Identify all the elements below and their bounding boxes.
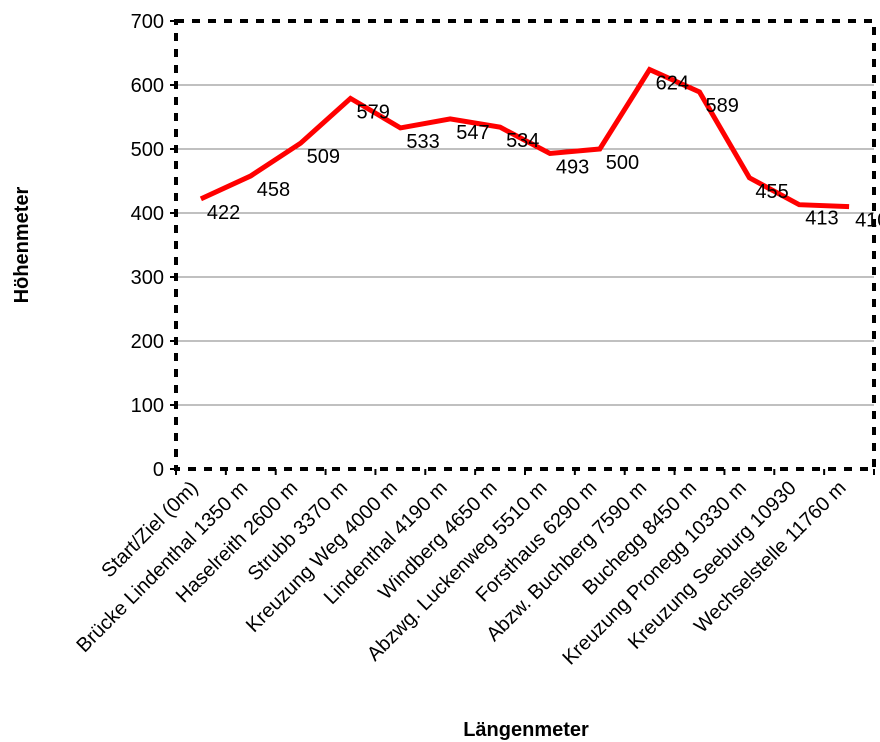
data-label: 455 (755, 181, 788, 203)
y-axis-title: Höhenmeter (11, 186, 33, 303)
x-axis-title: Längenmeter (463, 719, 589, 741)
y-axis: 0 100 200 300 400 500 600 700 (131, 11, 176, 481)
y-tick-label: 700 (131, 11, 164, 33)
data-label: 579 (357, 101, 390, 123)
data-label: 458 (257, 179, 290, 201)
data-label: 509 (307, 146, 340, 168)
plot-area-border (174, 19, 876, 471)
data-label: 624 (656, 73, 689, 95)
data-label: 493 (556, 156, 589, 178)
y-tick-label: 500 (131, 139, 164, 161)
elevation-line (199, 66, 850, 210)
y-tick-label: 600 (131, 75, 164, 97)
data-label: 413 (805, 208, 838, 230)
data-label: 589 (706, 95, 739, 117)
data-labels: 422 458 509 579 533 547 534 493 500 624 589 455 413 4… (207, 73, 880, 232)
y-tick-label: 0 (153, 459, 164, 481)
y-tick-label: 200 (131, 331, 164, 353)
y-tick-label: 300 (131, 267, 164, 289)
data-label: 547 (456, 122, 489, 144)
data-label: 410 (855, 210, 880, 232)
data-label: 533 (406, 131, 439, 153)
data-label: 422 (207, 202, 240, 224)
data-label: 534 (506, 130, 539, 152)
y-tick-label: 400 (131, 203, 164, 225)
data-label: 500 (606, 152, 639, 174)
y-tick-label: 100 (131, 395, 164, 417)
x-axis: Start/Ziel (0m)Brücke Lindenthal 1350 mH… (72, 469, 875, 669)
